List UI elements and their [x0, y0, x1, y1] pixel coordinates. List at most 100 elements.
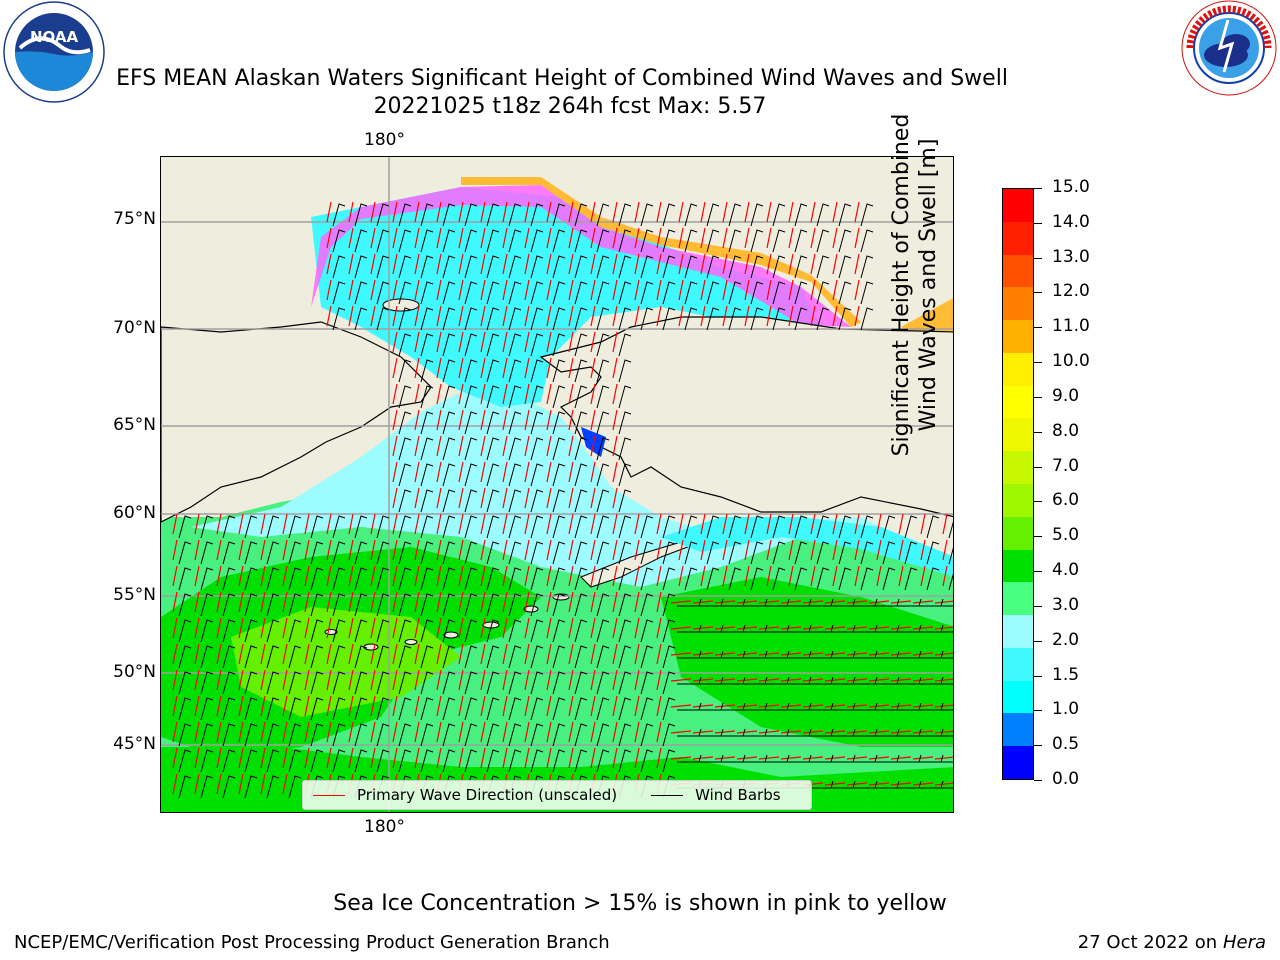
wind-barb [266, 749, 280, 773]
wave-arrow [370, 513, 376, 535]
wave-arrow [348, 201, 354, 223]
wind-barb [486, 619, 500, 643]
wave-arrow [934, 730, 953, 734]
wave-arrow [722, 539, 728, 561]
wind-barb [354, 567, 368, 591]
wind-barb [618, 515, 632, 539]
wind-barb [618, 541, 632, 565]
wind-barb [200, 749, 214, 773]
wave-arrow [758, 626, 780, 630]
wave-arrow [934, 756, 953, 760]
wave-arrow [700, 227, 706, 249]
wave-arrow [348, 227, 354, 249]
wave-arrow [392, 747, 398, 769]
wind-barb [398, 567, 412, 591]
wind-barb [442, 697, 456, 721]
wave-arrow [802, 600, 824, 604]
wave-arrow [546, 591, 552, 613]
wave-arrow [678, 279, 684, 301]
colorbar-segment [1003, 582, 1033, 616]
wind-barb [178, 645, 192, 669]
wave-arrow [546, 461, 552, 483]
wave-arrow [392, 617, 398, 639]
wind-barb [398, 229, 412, 253]
wind-barb [618, 671, 632, 695]
wave-arrow [414, 747, 420, 769]
wind-barb [310, 723, 324, 747]
wave-arrow [942, 565, 948, 587]
wind-barb [442, 281, 456, 305]
wave-arrow [370, 279, 376, 301]
wave-arrow [216, 773, 222, 795]
wind-barb [596, 463, 610, 487]
wave-arrow [722, 227, 728, 249]
wave-arrow [216, 669, 222, 691]
wind-barb [684, 281, 698, 305]
wave-arrow [480, 383, 486, 405]
wave-arrow [436, 461, 442, 483]
wind-barb [420, 229, 434, 253]
wave-arrow [502, 305, 508, 327]
wind-barb [684, 541, 698, 565]
wind-barb [772, 281, 786, 305]
wave-arrow [260, 539, 266, 561]
wind-barb [398, 463, 412, 487]
wind-barb [706, 281, 720, 305]
wave-arrow [282, 565, 288, 587]
chart-title-line1: EFS MEAN Alaskan Waters Significant Heig… [116, 66, 1008, 91]
noaa-logo-text: NOAA [30, 28, 79, 46]
wind-barb [772, 255, 786, 279]
wind-barb [486, 307, 500, 331]
wave-arrow [502, 331, 508, 353]
wind-barb [354, 281, 368, 305]
wind-barb [354, 307, 368, 331]
colorbar-tick-mark [1034, 396, 1042, 398]
wind-barb [662, 255, 676, 279]
wind-barb [706, 255, 720, 279]
wind-barb [706, 515, 720, 539]
wind-barb [640, 697, 654, 721]
wind-barb [530, 385, 544, 409]
wind-barb [574, 463, 588, 487]
wind-barb [640, 229, 654, 253]
wave-arrow [238, 565, 244, 587]
colorbar-title-line2: Wind Waves and Swell [m] [916, 138, 941, 432]
wave-arrow [868, 652, 890, 656]
wind-barb [486, 281, 500, 305]
wind-barb [178, 515, 192, 539]
wind-barb [552, 229, 566, 253]
wave-arrow [304, 695, 310, 717]
wave-arrow [876, 565, 882, 587]
wave-arrow [480, 227, 486, 249]
wave-arrow [546, 305, 552, 327]
wave-arrow [370, 643, 376, 665]
wind-barb [266, 593, 280, 617]
wind-barb [530, 645, 544, 669]
wind-barb [728, 255, 742, 279]
wind-barb [486, 671, 500, 695]
wind-barb [618, 385, 632, 409]
wave-arrow [656, 201, 662, 223]
wave-arrow [216, 747, 222, 769]
wind-barb [398, 723, 412, 747]
wind-barb [464, 385, 478, 409]
wave-arrow [414, 539, 420, 561]
wind-barb [552, 671, 566, 695]
colorbar-tick-label: 10.0 [1052, 351, 1090, 372]
wind-barb [354, 229, 368, 253]
wave-arrow [758, 678, 780, 682]
wind-barb [420, 385, 434, 409]
wave-arrow [436, 253, 442, 275]
wind-barb [508, 307, 522, 331]
wave-arrow [854, 513, 860, 535]
wave-arrow [238, 721, 244, 743]
wave-arrow [568, 617, 574, 639]
wind-barb [464, 489, 478, 513]
footer-date: 27 Oct 2022 on Hera [1078, 932, 1266, 953]
wind-barb [464, 229, 478, 253]
wind-barb [618, 307, 632, 331]
wave-arrow [502, 435, 508, 457]
wind-barb [442, 437, 456, 461]
wind-barb [750, 515, 764, 539]
wave-arrow [788, 513, 794, 535]
